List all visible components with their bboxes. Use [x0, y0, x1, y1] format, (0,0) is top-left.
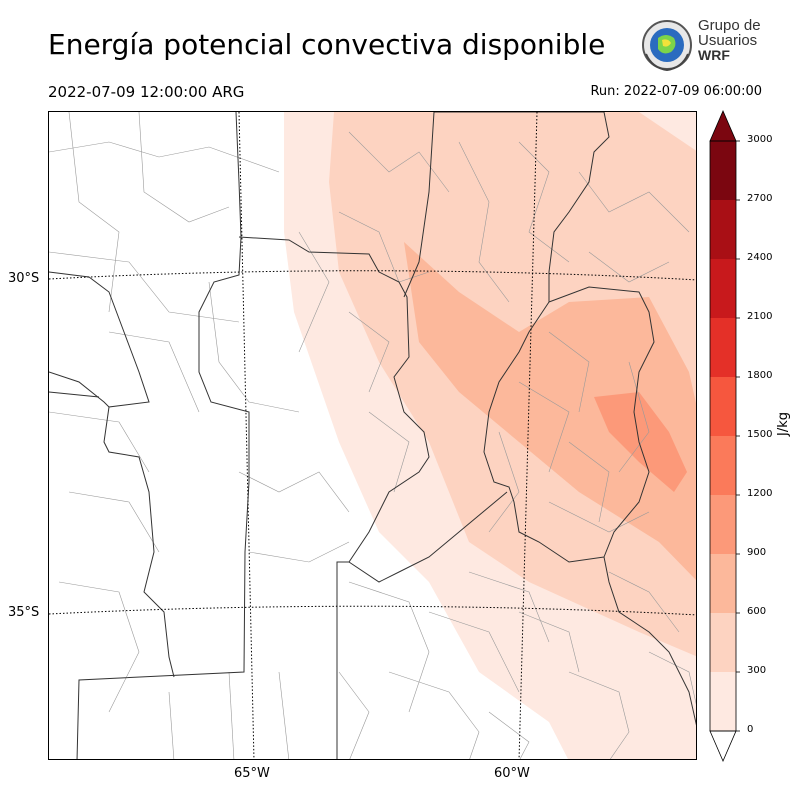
cape-field: [284, 112, 696, 759]
colorbar-segment: [710, 259, 736, 318]
logo-line-2: Usuarios: [698, 32, 758, 49]
cape-level-2: [404, 242, 696, 580]
globe-seal-icon: [642, 20, 692, 72]
colorbar-tick-label: 3000: [747, 134, 773, 145]
colorbar-unit: J/kg: [776, 412, 791, 436]
map-panel: [48, 111, 697, 760]
colorbar-extend-max: [709, 109, 737, 142]
run-time: Run: 2022-07-09 06:00:00: [590, 84, 762, 99]
lon-label-65w: 65°W: [234, 766, 270, 781]
colorbar-segment: [710, 318, 736, 377]
lat-label-35s: 35°S: [8, 605, 40, 620]
colorbar-tick-label: 300: [747, 665, 767, 676]
map-svg: [49, 112, 696, 759]
lon-label-60w: 60°W: [494, 766, 530, 781]
lat-line-35s: [49, 605, 696, 616]
valid-time: 2022-07-09 12:00:00 ARG: [48, 83, 245, 101]
department-borders: [49, 112, 696, 759]
colorbar-tick-label: 1500: [747, 429, 773, 440]
logo-line-1: Grupo de: [698, 17, 761, 34]
colorbar-tick-label: 2100: [747, 311, 773, 322]
colorbar-tick-label: 1200: [747, 488, 773, 499]
colorbar-segment: [710, 377, 736, 436]
logo-line-3: WRF: [698, 47, 730, 63]
colorbar-segment: [710, 436, 736, 495]
cape-level-3: [594, 392, 687, 492]
colorbar-tick-label: 1800: [747, 370, 773, 381]
lon-line-65w: [238, 112, 255, 759]
graticule: [49, 112, 696, 759]
colorbar-tick-label: 0: [747, 724, 754, 735]
cape-spot-small: [579, 684, 639, 734]
lat-label-30s: 30°S: [8, 271, 40, 286]
wrf-group-logo: Grupo de Usuarios WRF: [638, 16, 768, 74]
colorbar-segment: [710, 141, 736, 200]
colorbar-extend-min: [709, 730, 737, 763]
colorbar-segment: [710, 613, 736, 672]
colorbar-segment: [710, 200, 736, 259]
lat-line-30s: [49, 270, 696, 281]
colorbar: [709, 109, 740, 763]
colorbar-segment: [710, 495, 736, 554]
colorbar-tick-label: 2700: [747, 193, 773, 204]
chart-title: Energía potencial convectiva disponible: [48, 28, 606, 61]
colorbar-tick-label: 900: [747, 547, 767, 558]
colorbar-tick-label: 2400: [747, 252, 773, 263]
colorbar-segment: [710, 672, 736, 731]
colorbar-tick-label: 600: [747, 606, 767, 617]
province-borders: [49, 112, 696, 759]
colorbar-segment: [710, 554, 736, 613]
